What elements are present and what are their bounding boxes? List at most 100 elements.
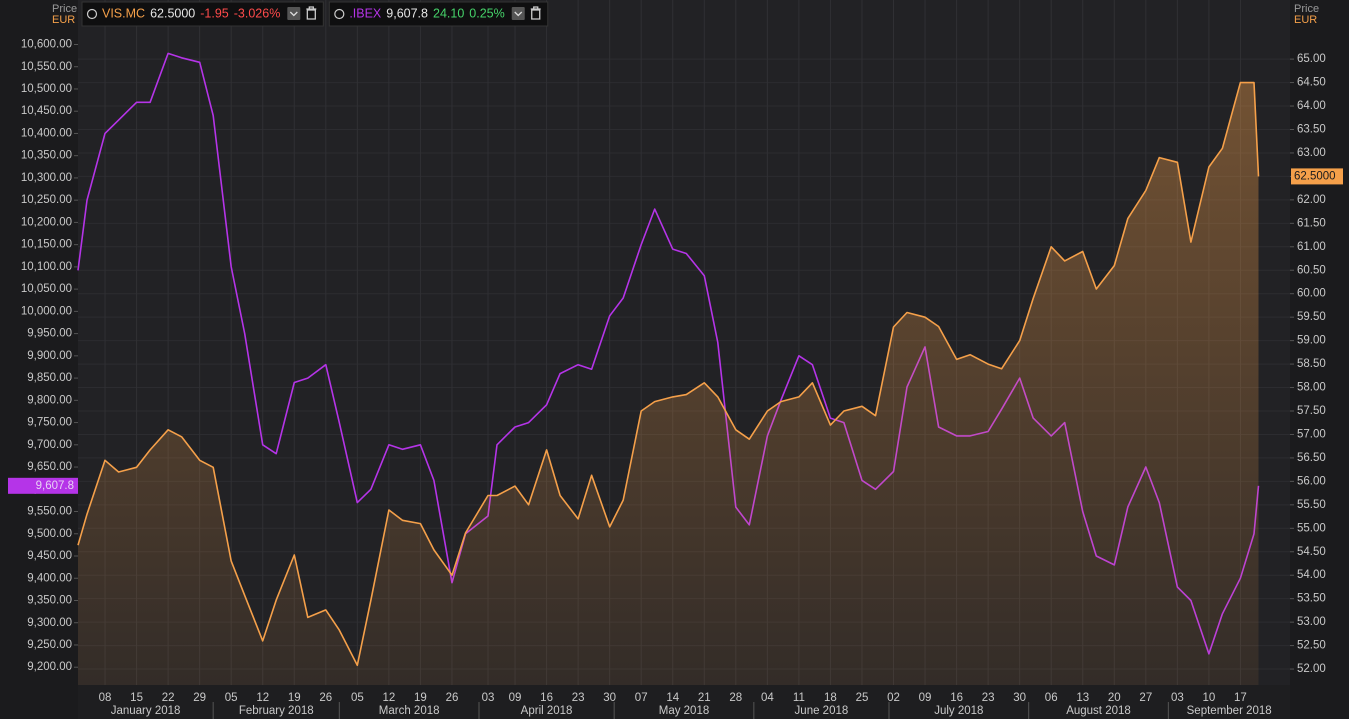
- y-tick-label: 9,250.00: [27, 639, 72, 651]
- x-tick-label: 16: [950, 692, 963, 704]
- right-currency: EUR: [1294, 14, 1317, 26]
- last-value-badge: [1291, 168, 1343, 185]
- x-tick-label: 09: [919, 692, 932, 704]
- clock-icon: [86, 8, 98, 20]
- x-tick-label: 09: [509, 692, 522, 704]
- y2-tick-label: 61.00: [1297, 241, 1326, 253]
- x-tick-label: 12: [382, 692, 395, 704]
- y2-tick-label: 57.50: [1297, 405, 1326, 417]
- y2-tick-label: 58.00: [1297, 382, 1326, 394]
- y-tick-label: 9,800.00: [27, 394, 72, 406]
- y-tick-label: 9,450.00: [27, 550, 72, 562]
- y-tick-label: 10,350.00: [21, 150, 72, 162]
- y2-tick-label: 53.50: [1297, 593, 1326, 605]
- left-unit-title: Price: [52, 3, 77, 15]
- y2-tick-label: 64.50: [1297, 77, 1326, 89]
- last-value-badge: [8, 477, 78, 494]
- y2-tick-label: 63.00: [1297, 147, 1326, 159]
- month-label: September 2018: [1187, 705, 1272, 717]
- legend-symbol: VIS.MC: [102, 6, 145, 20]
- y2-tick-label: 57.00: [1297, 428, 1326, 440]
- x-tick-label: 05: [225, 692, 238, 704]
- x-tick-label: 11: [793, 692, 805, 704]
- legend-change-pct: 0.25%: [469, 6, 504, 20]
- y-tick-label: 9,350.00: [27, 595, 72, 607]
- y-tick-label: 10,250.00: [21, 194, 72, 206]
- y-tick-label: 9,750.00: [27, 417, 72, 429]
- y2-tick-label: 63.50: [1297, 124, 1326, 136]
- y-tick-label: 10,550.00: [21, 61, 72, 73]
- axes: 9,200.00 9,250.00 9,300.00 9,350.00 9,400.00…: [8, 39, 1343, 719]
- marks: [77, 52, 1260, 686]
- last-value-label: 9,607.8: [36, 480, 74, 492]
- y-tick-label: 10,100.00: [21, 261, 72, 273]
- legend: VIS.MC 62.5000 -1.95 -3.026% .IBEX 9,607.8 24.…: [81, 1, 549, 27]
- delete-icon[interactable]: [306, 6, 317, 20]
- y2-tick-label: 64.00: [1297, 100, 1326, 112]
- legend-chip: [81, 1, 324, 27]
- month-label: March 2018: [379, 705, 440, 717]
- y-tick-label: 10,600.00: [21, 39, 72, 51]
- x-tick-label: 26: [446, 692, 459, 704]
- y-tick-label: 10,500.00: [21, 83, 72, 95]
- x-tick-label: 12: [256, 692, 269, 704]
- legend-change: -1.95: [200, 6, 229, 20]
- y2-tick-label: 55.50: [1297, 499, 1326, 511]
- x-tick-label: 08: [99, 692, 112, 704]
- y2-tick-label: 58.50: [1297, 358, 1326, 370]
- x-tick-label: 22: [162, 692, 175, 704]
- y2-tick-label: 56.50: [1297, 452, 1326, 464]
- x-tick-label: 06: [1045, 692, 1058, 704]
- y2-tick-label: 59.50: [1297, 311, 1326, 323]
- line: [77, 81, 1260, 667]
- x-tick-label: 21: [698, 692, 711, 704]
- x-tick-label: 25: [856, 692, 869, 704]
- dropdown-button[interactable]: [511, 7, 525, 20]
- y2-tick-label: 52.50: [1297, 640, 1326, 652]
- x-tick-label: 16: [540, 692, 553, 704]
- y-tick-label: 10,050.00: [21, 283, 72, 295]
- x-tick-label: 26: [319, 692, 332, 704]
- y2-tick-label: 52.00: [1297, 663, 1326, 675]
- x-tick-label: 15: [130, 692, 143, 704]
- y-tick-label: 10,450.00: [21, 105, 72, 117]
- y2-tick-label: 60.00: [1297, 288, 1326, 300]
- legend-symbol: .IBEX: [349, 6, 382, 20]
- month-label: July 2018: [934, 705, 983, 717]
- y2-tick-label: 62.00: [1297, 194, 1326, 206]
- x-tick-label: 30: [603, 692, 616, 704]
- y-tick-label: 9,300.00: [27, 617, 72, 629]
- month-label: June 2018: [795, 705, 849, 717]
- y-tick-label: 9,500.00: [27, 528, 72, 540]
- y-tick-label: 9,950.00: [27, 328, 72, 340]
- y2-tick-label: 59.00: [1297, 335, 1326, 347]
- y-tick-label: 10,300.00: [21, 172, 72, 184]
- month-label: August 2018: [1066, 705, 1131, 717]
- x-tick-label: 20: [1108, 692, 1121, 704]
- last-value-label: 62.5000: [1294, 170, 1336, 182]
- legend-change-pct: -3.026%: [234, 6, 281, 20]
- month-label: April 2018: [521, 705, 573, 717]
- legend-last: 9,607.8: [386, 6, 428, 20]
- dropdown-button[interactable]: [287, 7, 301, 20]
- x-tick-label: 19: [414, 692, 427, 704]
- x-tick-label: 14: [666, 692, 679, 704]
- x-tick-label: 04: [761, 692, 774, 704]
- x-tick-label: 10: [1203, 692, 1216, 704]
- x-tick-label: 07: [635, 692, 648, 704]
- x-tick-label: 30: [1013, 692, 1026, 704]
- y-tick-label: 9,850.00: [27, 372, 72, 384]
- x-tick-label: 13: [1076, 692, 1089, 704]
- month-label: January 2018: [111, 705, 181, 717]
- x-tick-label: 17: [1234, 692, 1247, 704]
- delete-icon[interactable]: [530, 6, 541, 20]
- x-tick-label: 28: [729, 692, 742, 704]
- legend-change: 24.10: [433, 6, 464, 20]
- y-tick-label: 9,400.00: [27, 572, 72, 584]
- y2-tick-label: 54.00: [1297, 569, 1326, 581]
- clock-icon: [334, 8, 345, 20]
- y2-tick-label: 54.50: [1297, 546, 1326, 558]
- y-tick-label: 9,550.00: [27, 506, 72, 518]
